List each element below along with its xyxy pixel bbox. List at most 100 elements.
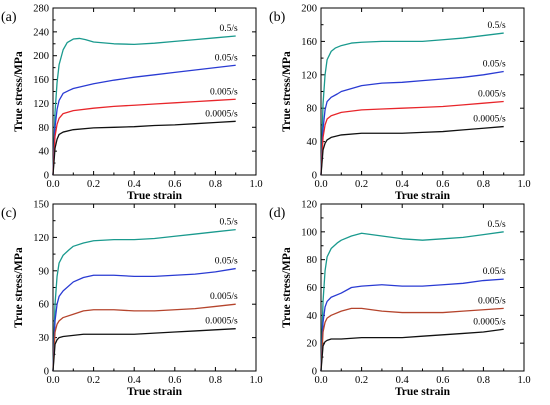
panel-2-series-line-3 bbox=[320, 100, 504, 176]
panel-4-ytick-label: 100 bbox=[301, 227, 317, 238]
panel-2-series-label-1: 0.5/s bbox=[487, 21, 506, 31]
panel-2-ytick-label: 120 bbox=[301, 70, 317, 81]
panel-3-series-line-2 bbox=[52, 267, 236, 372]
panel-3-xtick-label: 0.4 bbox=[128, 375, 142, 386]
panel-2-xtick-label: 0.4 bbox=[396, 179, 410, 190]
panel-3-xtick-label: 1.0 bbox=[249, 375, 262, 386]
panel-3-xtick-label: 0.8 bbox=[209, 375, 222, 386]
panel-3-x-axis-title: True strain bbox=[127, 386, 183, 398]
panel-4-series-line-4 bbox=[320, 328, 504, 372]
panel-2-xtick-label: 0.2 bbox=[355, 179, 368, 190]
panel-1-group: 0 40 80 120 160 200 240 280 0.0 0.2 0.4 0.6 0.8 1.0 Tr… bbox=[1, 4, 263, 203]
panel-3-y-axis-title: True stress/MPa bbox=[13, 247, 25, 328]
panel-3-series-label-4: 0.0005/s bbox=[205, 317, 238, 327]
panel-2-series-line-4 bbox=[320, 125, 504, 176]
panel-4-series-label-4: 0.0005/s bbox=[473, 317, 506, 327]
panel-1-series-label-1: 0.5/s bbox=[219, 24, 238, 34]
panel-2-xtick-label: 1.0 bbox=[517, 179, 530, 190]
panel-4-y-axis-title: True stress/MPa bbox=[281, 247, 293, 328]
panel-4-xtick-label: 0.0 bbox=[314, 375, 327, 386]
panel-3-ytick-label: 90 bbox=[39, 266, 50, 277]
panel-1-xtick-label: 0.8 bbox=[209, 179, 222, 190]
panel-1-ytick-label: 40 bbox=[39, 147, 50, 158]
panel-2-ytick-label: 80 bbox=[307, 104, 318, 115]
panel-1-ytick-label: 0 bbox=[44, 171, 49, 182]
panel-2-xtick-label: 0.6 bbox=[436, 179, 449, 190]
panel-4-xtick-label: 0.2 bbox=[355, 375, 368, 386]
panel-3-xtick-label: 0.2 bbox=[87, 375, 100, 386]
panel-1-xtick-label: 0.4 bbox=[128, 179, 142, 190]
panel-4-ytick-label: 120 bbox=[301, 200, 317, 211]
panel-1-ytick-label: 80 bbox=[39, 123, 50, 134]
panel-1-x-axis-title: True strain bbox=[127, 190, 183, 202]
panel-4-series-line-1 bbox=[320, 231, 504, 372]
panel-3-series-label-3: 0.005/s bbox=[210, 292, 238, 302]
panel-1-series-line-4 bbox=[52, 120, 236, 176]
panel-3-series-line-4 bbox=[52, 328, 236, 372]
panel-1-ytick-label: 120 bbox=[33, 99, 49, 110]
panel-4-series-line-2 bbox=[320, 278, 504, 372]
panel-4-ytick-label: 0 bbox=[312, 367, 317, 378]
panel-3-ytick-label: 0 bbox=[44, 367, 49, 378]
panel-2-x-axis-title: True strain bbox=[395, 190, 451, 202]
panel-4-ytick-label: 20 bbox=[307, 339, 318, 350]
panel-4-series-label-1: 0.5/s bbox=[487, 220, 506, 230]
panel-2-series-label-3: 0.005/s bbox=[478, 90, 506, 100]
panel-4-group: 0 20 40 60 80 100 120 0.0 0.2 0.4 0.6 0.8 1.0 True st… bbox=[269, 200, 531, 399]
panel-4-ytick-label: 80 bbox=[307, 255, 318, 266]
panel-3-letter: (c) bbox=[1, 206, 17, 221]
panel-2-xtick-label: 0.8 bbox=[477, 179, 490, 190]
panel-3-xtick-label: 0.0 bbox=[46, 375, 59, 386]
panel-4-xtick-label: 0.8 bbox=[477, 375, 490, 386]
panel-2-ytick-label: 160 bbox=[301, 37, 317, 48]
panel-2-ytick-label: 40 bbox=[307, 137, 318, 148]
panel-3-ytick-label: 150 bbox=[33, 200, 49, 211]
panel-1-xtick-label: 1.0 bbox=[249, 179, 262, 190]
panel-2-series-label-2: 0.05/s bbox=[483, 59, 506, 69]
panel-3-series-label-2: 0.05/s bbox=[215, 257, 238, 267]
panel-4-xtick-label: 0.4 bbox=[396, 375, 410, 386]
panel-4-ytick-label: 60 bbox=[307, 283, 318, 294]
panel-1-letter: (a) bbox=[1, 10, 17, 25]
panel-1-ytick-label: 200 bbox=[33, 51, 49, 62]
panel-3-frame bbox=[52, 203, 257, 372]
panel-3-ytick-label: 120 bbox=[33, 233, 49, 244]
panel-3-xtick-label: 0.6 bbox=[168, 375, 181, 386]
panel-2-y-axis-title: True stress/MPa bbox=[281, 51, 293, 132]
panel-2-letter: (b) bbox=[269, 10, 286, 25]
panel-3-group: 0 30 60 90 120 150 0.0 0.2 0.4 0.6 0.8 1.0 True stra… bbox=[1, 200, 263, 399]
panel-2-series-line-2 bbox=[320, 70, 504, 176]
panel-1-xtick-label: 0.0 bbox=[46, 179, 59, 190]
panel-4-series-label-2: 0.05/s bbox=[483, 267, 506, 277]
panel-2-group: 0 40 80 120 160 200 0.0 0.2 0.4 0.6 0.8 1.0 True str… bbox=[269, 4, 531, 203]
panel-1-ytick-label: 280 bbox=[33, 4, 49, 15]
panel-2-series-label-4: 0.0005/s bbox=[473, 115, 506, 125]
panel-1-series-line-1 bbox=[52, 35, 236, 176]
panel-2-series-line-1 bbox=[320, 32, 504, 176]
panel-3-ytick-label: 60 bbox=[39, 300, 50, 311]
panel-2-ytick-label: 0 bbox=[312, 171, 317, 182]
panel-1-xtick-label: 0.2 bbox=[87, 179, 100, 190]
panel-1-series-line-2 bbox=[52, 64, 236, 176]
panel-4-letter: (d) bbox=[269, 206, 286, 221]
panel-3-ytick-label: 30 bbox=[39, 333, 50, 344]
panel-1-y-axis-title: True stress/MPa bbox=[13, 51, 25, 132]
panel-2-xtick-label: 0.0 bbox=[314, 179, 327, 190]
panel-1-series-label-2: 0.05/s bbox=[215, 53, 238, 63]
panel-4-xtick-label: 0.6 bbox=[436, 375, 449, 386]
panel-4-ytick-label: 40 bbox=[307, 311, 318, 322]
panel-3-series-label-1: 0.5/s bbox=[219, 218, 238, 228]
panel-1-series-label-4: 0.0005/s bbox=[205, 109, 238, 119]
panel-3-series-line-1 bbox=[52, 228, 236, 372]
panel-1-xtick-label: 0.6 bbox=[168, 179, 181, 190]
panel-1-series-line-3 bbox=[52, 98, 236, 176]
panel-1-series-label-3: 0.005/s bbox=[210, 87, 238, 97]
panel-1-ytick-label: 240 bbox=[33, 27, 49, 38]
panel-4-xtick-label: 1.0 bbox=[517, 375, 530, 386]
panel-1-ytick-label: 160 bbox=[33, 75, 49, 86]
panel-4-series-label-3: 0.005/s bbox=[478, 296, 506, 306]
panel-2-ytick-label: 200 bbox=[301, 4, 317, 15]
panel-4-series-line-3 bbox=[320, 307, 504, 372]
